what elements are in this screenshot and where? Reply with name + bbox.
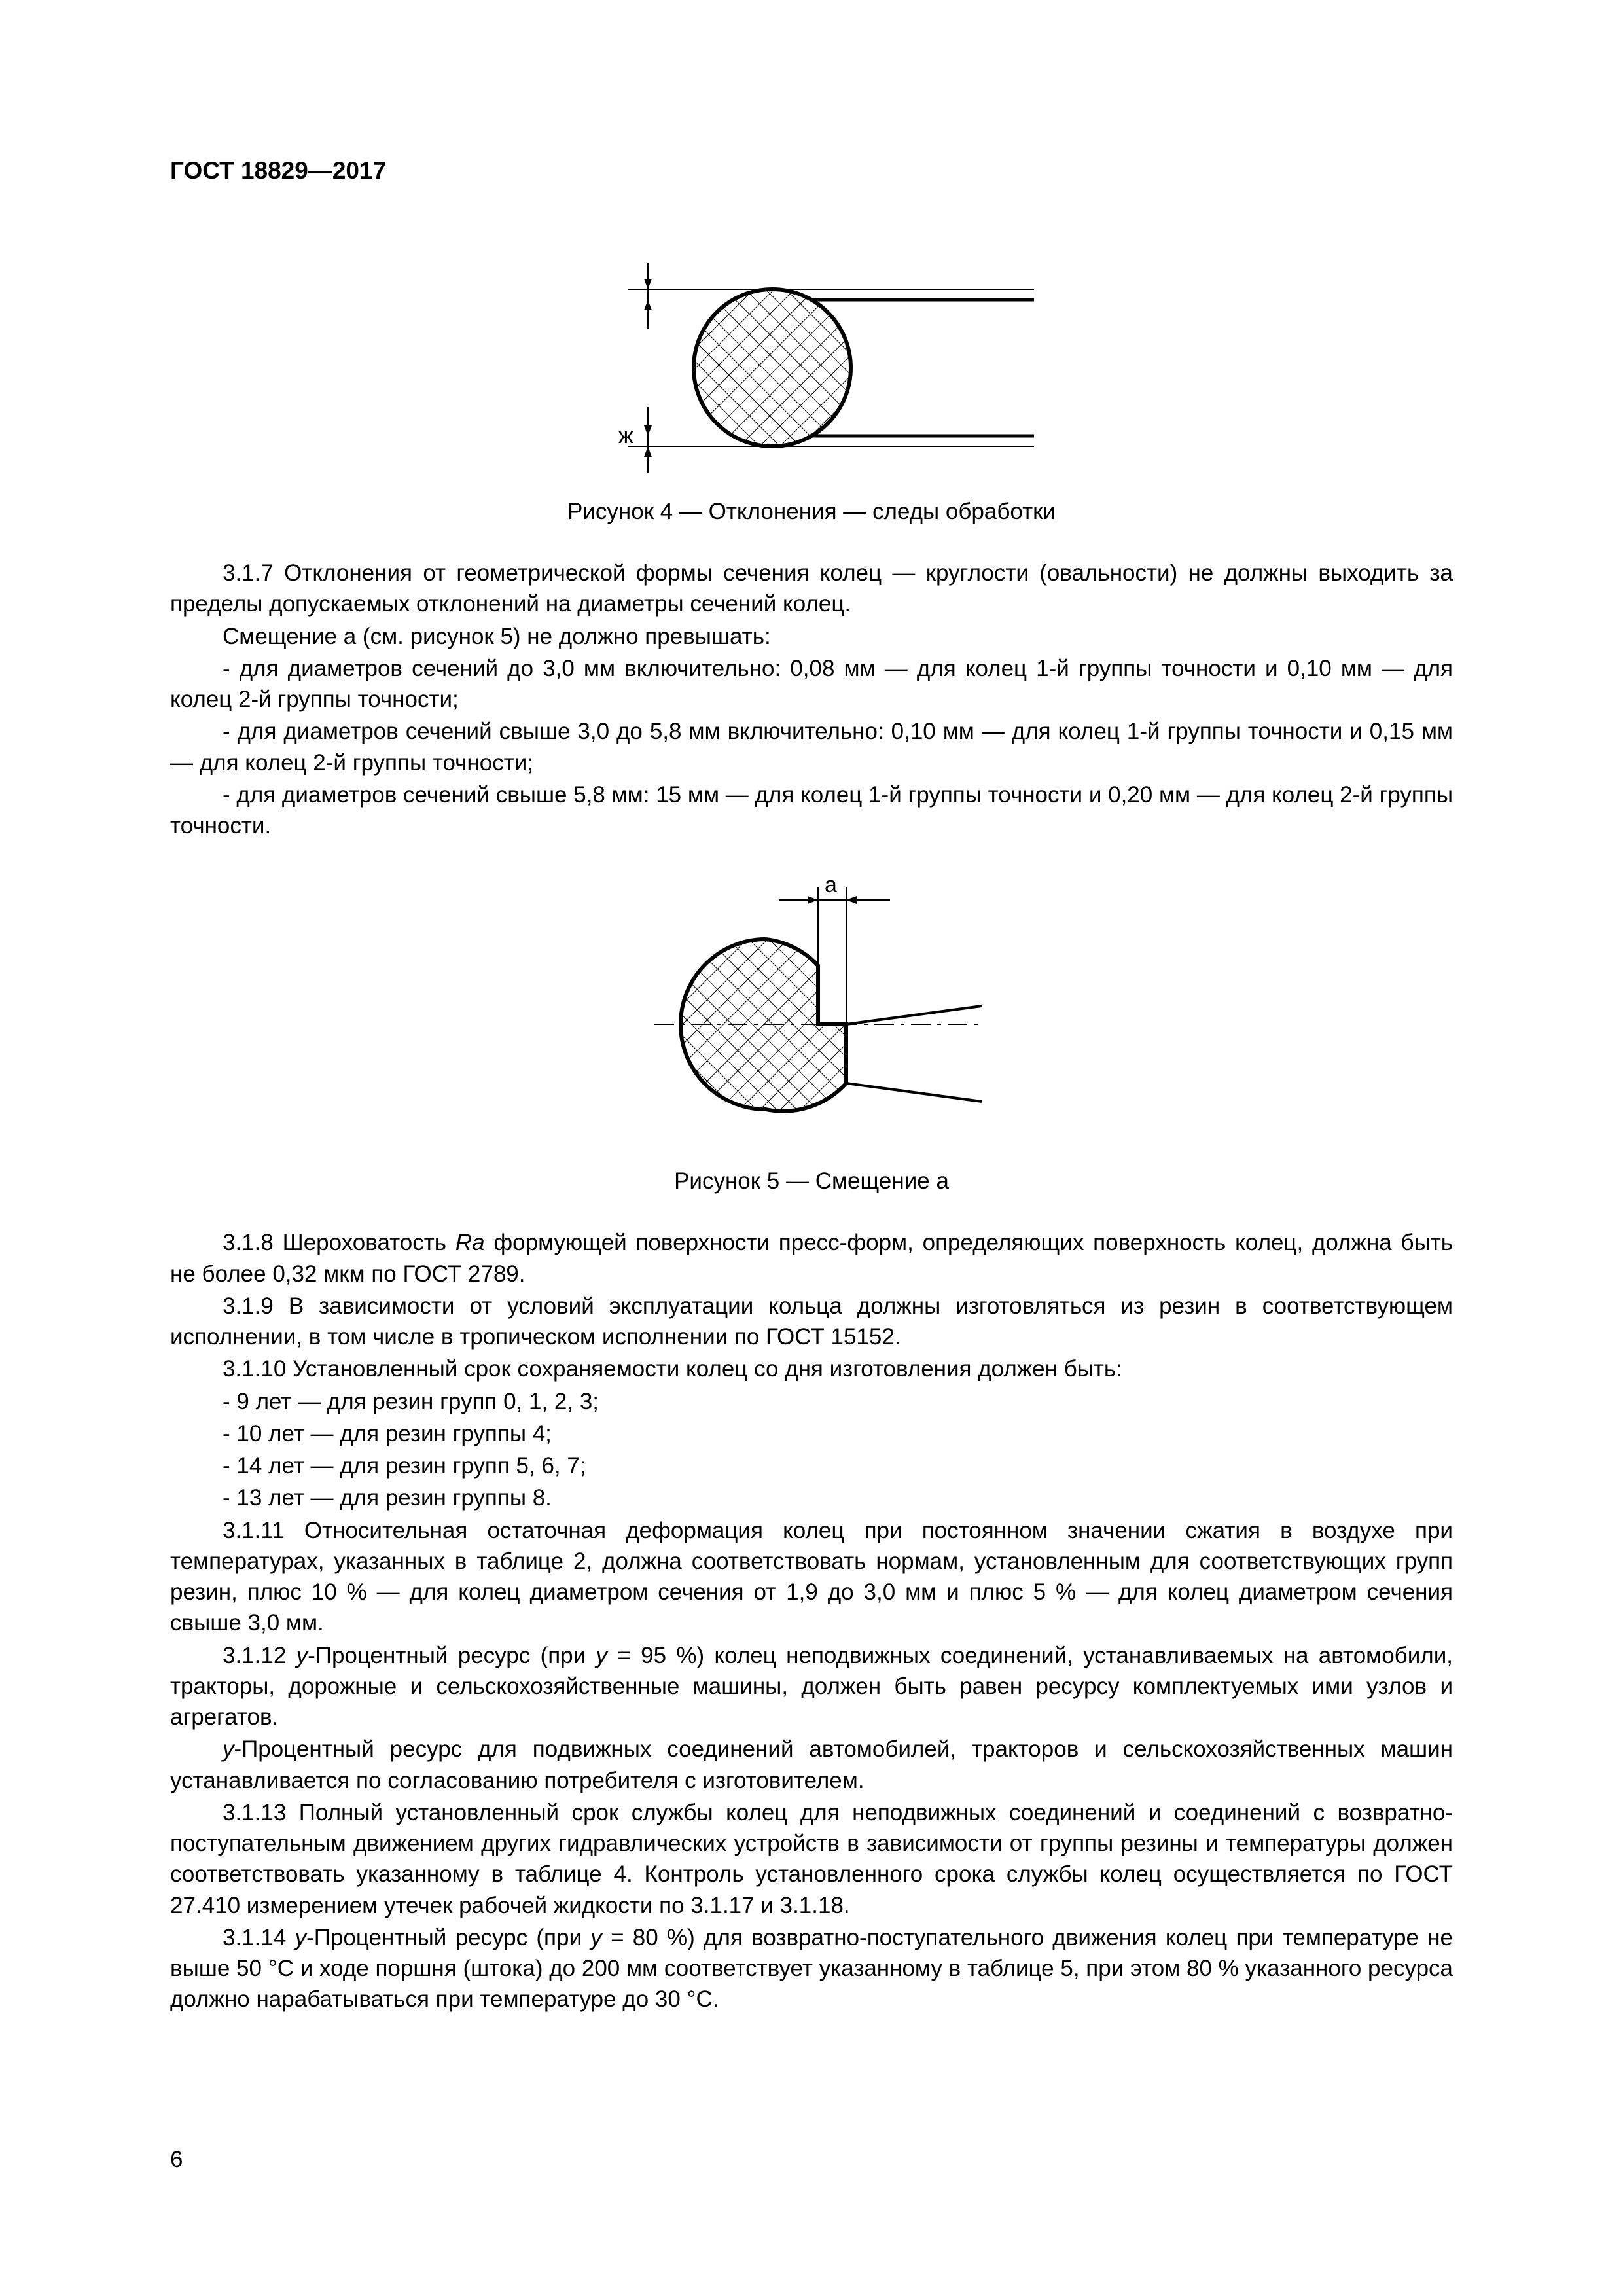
- p3114-prefix: 3.1.14: [223, 1925, 295, 1950]
- para-3-1-12-b: у-Процентный ресурс для подвижных соедин…: [170, 1734, 1453, 1796]
- list-3110-2: - 14 лет — для резин групп 5, 6, 7;: [170, 1450, 1453, 1481]
- para-3-1-7-c: - для диаметров сечений до 3,0 мм включи…: [170, 653, 1453, 715]
- para-318-prefix: 3.1.8 Шероховатость: [223, 1230, 455, 1255]
- para-3-1-10: 3.1.10 Установленный срок сохраняемости …: [170, 1354, 1453, 1384]
- page-content: ГОСТ 18829—2017: [170, 157, 1453, 2017]
- p3112a-prefix: 3.1.12: [223, 1643, 296, 1668]
- para-3-1-14: 3.1.14 у-Процентный ресурс (при у = 80 %…: [170, 1922, 1453, 2015]
- para-318-ra: Ra: [455, 1230, 485, 1255]
- p3112a-y: у: [296, 1643, 308, 1668]
- figure-5-caption: Рисунок 5 — Смещение а: [170, 1168, 1453, 1194]
- p3112a-y2: у: [596, 1643, 608, 1668]
- figure-4-svg: ж: [576, 263, 1047, 479]
- para-3-1-7-e: - для диаметров сечений свыше 5,8 мм: 15…: [170, 780, 1453, 842]
- para-3-1-8: 3.1.8 Шероховатость Ra формующей поверхн…: [170, 1227, 1453, 1289]
- p3114-y: у: [295, 1925, 307, 1950]
- figure-4: ж Рисунок 4 — Отклонения — следы обработ…: [170, 263, 1453, 525]
- figure-4-dim-label: ж: [618, 423, 633, 448]
- p3112b-rest: -Процентный ресурс для подвижных соедине…: [170, 1736, 1453, 1793]
- list-3110-3: - 13 лет — для резин группы 8.: [170, 1482, 1453, 1513]
- list-3110-0: - 9 лет — для резин групп 0, 1, 2, 3;: [170, 1386, 1453, 1417]
- page-number: 6: [170, 2147, 183, 2173]
- para-3-1-13: 3.1.13 Полный установленный срок службы …: [170, 1797, 1453, 1921]
- p3112a-mid: -Процентный ресурс (при: [308, 1643, 596, 1668]
- p3112b-y: у: [223, 1736, 234, 1762]
- figure-5: а Рисунок 5 — Смещение а: [170, 867, 1453, 1194]
- figure-5-svg: а: [615, 867, 1008, 1149]
- figure-4-caption: Рисунок 4 — Отклонения — следы обработки: [170, 499, 1453, 525]
- p3114-y2: у: [590, 1925, 602, 1950]
- p3114-mid: -Процентный ресурс (при: [306, 1925, 590, 1950]
- para-3-1-12-a: 3.1.12 у-Процентный ресурс (при у = 95 %…: [170, 1640, 1453, 1733]
- figure-5-dim-label: а: [825, 872, 837, 897]
- para-3-1-7-d: - для диаметров сечений свыше 3,0 до 5,8…: [170, 716, 1453, 778]
- document-header: ГОСТ 18829—2017: [170, 157, 1453, 185]
- para-3-1-7-a: 3.1.7 Отклонения от геометрической формы…: [170, 558, 1453, 620]
- list-3110-1: - 10 лет — для резин группы 4;: [170, 1418, 1453, 1449]
- para-3-1-11: 3.1.11 Относительная остаточная деформац…: [170, 1515, 1453, 1639]
- para-3-1-7-b: Смещение а (см. рисунок 5) не должно пре…: [170, 621, 1453, 652]
- para-3-1-9: 3.1.9 В зависимости от условий эксплуата…: [170, 1291, 1453, 1353]
